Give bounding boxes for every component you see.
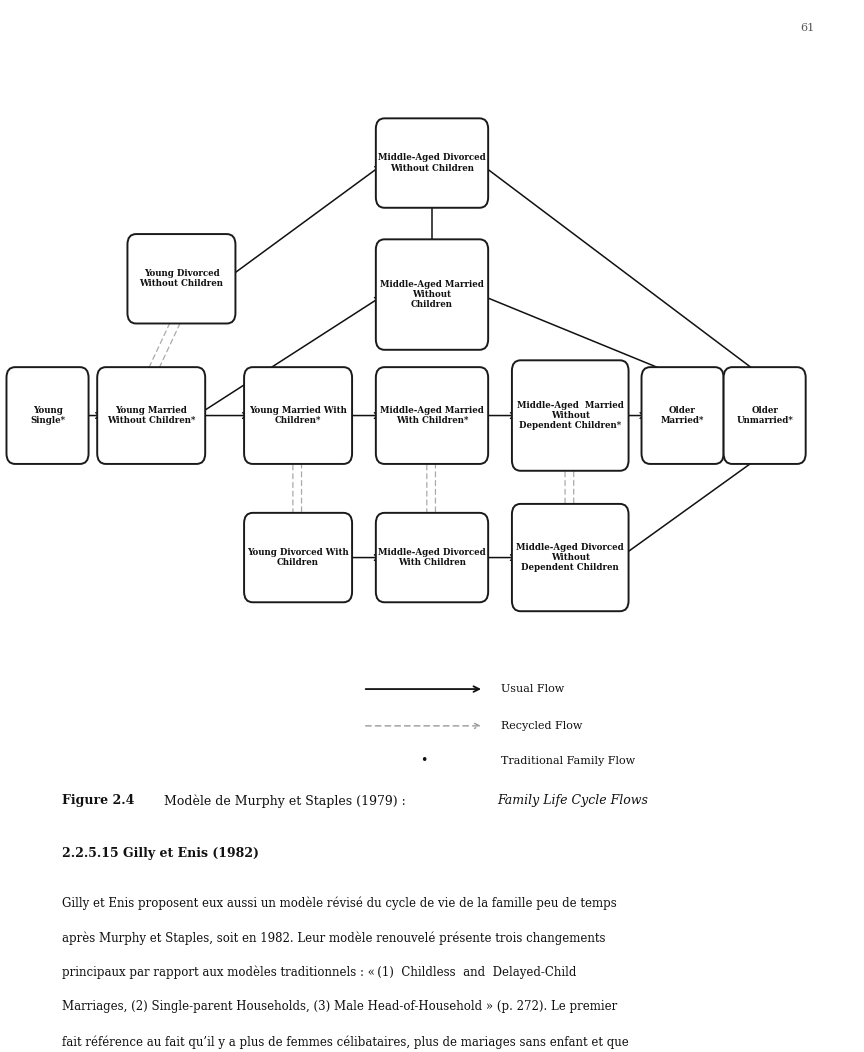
Text: Middle-Aged Married
Without
Children: Middle-Aged Married Without Children: [380, 280, 484, 309]
FancyBboxPatch shape: [376, 119, 488, 208]
Text: Traditional Family Flow: Traditional Family Flow: [501, 755, 635, 766]
Text: 61: 61: [801, 23, 815, 34]
Text: •: •: [420, 754, 427, 767]
FancyBboxPatch shape: [244, 367, 353, 464]
Text: Gilly et Enis proposent eux aussi un modèle révisé du cycle de vie de la famille: Gilly et Enis proposent eux aussi un mod…: [62, 896, 617, 910]
Text: Young
Single*: Young Single*: [30, 406, 65, 425]
FancyBboxPatch shape: [244, 513, 353, 602]
Text: Older
Married*: Older Married*: [661, 406, 704, 425]
FancyBboxPatch shape: [97, 367, 205, 464]
FancyBboxPatch shape: [641, 367, 724, 464]
FancyBboxPatch shape: [724, 367, 805, 464]
FancyBboxPatch shape: [376, 513, 488, 602]
Text: fait référence au fait qu’il y a plus de femmes célibataires, plus de mariages s: fait référence au fait qu’il y a plus de…: [62, 1035, 629, 1049]
FancyBboxPatch shape: [511, 504, 629, 611]
Text: Middle-Aged Divorced
With Children: Middle-Aged Divorced With Children: [378, 548, 486, 567]
Text: Middle-Aged Married
With Children*: Middle-Aged Married With Children*: [380, 406, 484, 425]
Text: Older
Unmarried*: Older Unmarried*: [736, 406, 793, 425]
FancyBboxPatch shape: [376, 367, 488, 464]
Text: Usual Flow: Usual Flow: [501, 684, 564, 694]
Text: Middle-Aged Divorced
Without Children: Middle-Aged Divorced Without Children: [378, 154, 486, 173]
FancyBboxPatch shape: [7, 367, 88, 464]
Text: après Murphy et Staples, soit en 1982. Leur modèle renouvelé présente trois chan: après Murphy et Staples, soit en 1982. L…: [62, 931, 606, 945]
Text: 2.2.5.15 Gilly et Enis (1982): 2.2.5.15 Gilly et Enis (1982): [62, 847, 259, 859]
Text: Young Married
Without Children*: Young Married Without Children*: [107, 406, 195, 425]
Text: Young Divorced With
Children: Young Divorced With Children: [247, 548, 349, 567]
Text: Recycled Flow: Recycled Flow: [501, 721, 582, 731]
Text: Middle-Aged Divorced
Without
Dependent Children: Middle-Aged Divorced Without Dependent C…: [517, 543, 624, 572]
Text: Figure 2.4: Figure 2.4: [62, 794, 135, 807]
Text: principaux par rapport aux modèles traditionnels : « (1)  Childless  and  Delaye: principaux par rapport aux modèles tradi…: [62, 966, 576, 979]
Text: Marriages, (2) Single-parent Households, (3) Male Head-of-Household » (p. 272). : Marriages, (2) Single-parent Households,…: [62, 1000, 618, 1013]
Text: Modèle de Murphy et Staples (1979) :: Modèle de Murphy et Staples (1979) :: [164, 794, 410, 808]
Text: Middle-Aged  Married
Without
Dependent Children*: Middle-Aged Married Without Dependent Ch…: [517, 401, 624, 430]
Text: Family Life Cycle Flows: Family Life Cycle Flows: [497, 794, 648, 807]
FancyBboxPatch shape: [511, 360, 629, 471]
Text: Young Married With
Children*: Young Married With Children*: [249, 406, 347, 425]
Text: Young Divorced
Without Children: Young Divorced Without Children: [139, 269, 224, 288]
FancyBboxPatch shape: [376, 240, 488, 349]
FancyBboxPatch shape: [128, 235, 235, 324]
